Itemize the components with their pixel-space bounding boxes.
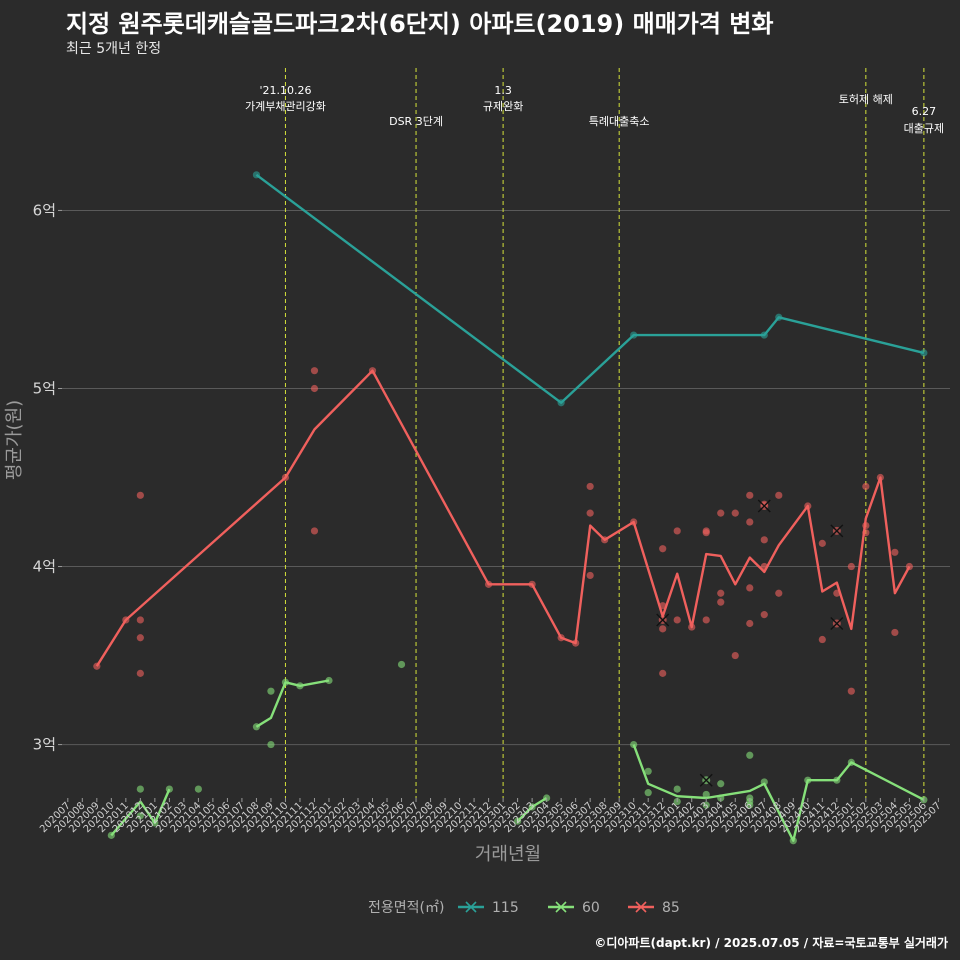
data-point-60 xyxy=(194,785,202,793)
data-point-85 xyxy=(862,482,870,491)
legend-key-cross-85 xyxy=(635,901,647,913)
data-point-85 xyxy=(586,509,594,517)
data-point-85 xyxy=(586,571,594,580)
data-point-85 xyxy=(746,518,754,526)
data-point-85 xyxy=(310,367,319,375)
data-point-60 xyxy=(673,785,681,793)
chart-title: 지정 원주롯데캐슬골드파크2차(6단지) 아파트(2019) 매매가격 변화 xyxy=(66,10,774,38)
data-point-85 xyxy=(818,635,826,644)
cancelled-marker-85 xyxy=(757,499,771,513)
data-point-85 xyxy=(659,625,667,633)
legend-title: 전용면적(㎡) xyxy=(368,900,444,916)
y-axis-label: 평균가(원) xyxy=(4,400,25,480)
data-point-85 xyxy=(847,562,855,571)
series-line-60 xyxy=(255,679,330,728)
data-point-85 xyxy=(891,628,899,637)
series-line-60 xyxy=(632,744,925,842)
data-point-85 xyxy=(136,634,144,642)
x-axis-label: 거래년월 xyxy=(475,844,541,865)
event-label: 특례대출축소 xyxy=(589,115,650,128)
data-point-60 xyxy=(644,767,652,775)
data-point-60 xyxy=(644,789,652,797)
data-point-85 xyxy=(586,482,594,491)
source-caption: ©디아파트(dapt.kr) / 2025.07.05 / 자료=국토교통부 실… xyxy=(594,936,948,950)
data-point-60 xyxy=(267,740,275,749)
data-point-85 xyxy=(746,619,754,628)
legend: 전용면적(㎡) 115 60 85 xyxy=(368,900,680,916)
grid-lines xyxy=(62,209,950,746)
data-point-85 xyxy=(136,491,144,499)
data-point-60 xyxy=(136,812,144,820)
event-label: 6.27 xyxy=(912,105,937,118)
data-point-85 xyxy=(673,527,681,535)
data-point-85 xyxy=(775,491,783,499)
series-line-115 xyxy=(255,173,925,404)
series-line-60 xyxy=(516,796,548,822)
cancelled-marker-85 xyxy=(830,524,844,538)
data-point-85 xyxy=(136,669,144,677)
data-point-85 xyxy=(717,598,725,606)
data-point-85 xyxy=(702,529,710,537)
event-label: DSR 3단계 xyxy=(389,115,443,128)
series-layer xyxy=(93,171,928,845)
data-point-85 xyxy=(746,491,754,499)
series-line-85 xyxy=(95,369,911,667)
event-label: 대출규제 xyxy=(904,122,944,135)
x-axis: 2020072020082020092020102020112020122021… xyxy=(38,798,944,835)
data-point-85 xyxy=(731,509,739,517)
data-point-85 xyxy=(775,589,783,597)
data-point-60 xyxy=(136,785,144,793)
y-tick-label: 3억 xyxy=(33,736,56,754)
y-tick-label: 4억 xyxy=(33,558,56,576)
data-point-85 xyxy=(746,584,754,592)
data-point-85 xyxy=(310,384,319,393)
data-point-85 xyxy=(717,589,725,597)
legend-key-cross-60 xyxy=(555,901,567,913)
data-point-85 xyxy=(310,527,319,535)
data-point-85 xyxy=(136,616,144,624)
data-point-60 xyxy=(267,687,275,695)
data-point-85 xyxy=(760,611,768,619)
legend-label-60: 60 xyxy=(582,900,600,916)
data-point-85 xyxy=(891,548,899,556)
data-point-85 xyxy=(818,539,826,547)
data-point-85 xyxy=(760,536,768,544)
data-point-85 xyxy=(847,687,855,695)
cancelled-marker-60 xyxy=(699,773,713,787)
legend-label-115: 115 xyxy=(492,900,519,916)
event-label: 토허제 해제 xyxy=(839,92,893,106)
event-label: 규제완화 xyxy=(483,100,523,113)
data-point-85 xyxy=(659,669,667,677)
event-label: '21.10.26 xyxy=(259,84,311,97)
data-point-85 xyxy=(673,616,681,624)
y-axis: 3억 4억 5억 6억 xyxy=(33,201,62,754)
y-tick-label: 6억 xyxy=(33,201,56,219)
chart-subtitle: 최근 5개년 한정 xyxy=(66,41,162,57)
event-label: 가계부채관리강화 xyxy=(245,100,326,113)
data-point-85 xyxy=(702,616,710,624)
data-point-60 xyxy=(702,801,710,809)
data-point-60 xyxy=(746,751,754,759)
cancelled-marker-85 xyxy=(656,613,670,627)
legend-key-cross-115 xyxy=(465,901,477,913)
data-point-60 xyxy=(717,780,725,788)
data-point-60 xyxy=(746,801,754,809)
event-label: 1.3 xyxy=(494,84,512,97)
cancelled-marker-85 xyxy=(830,617,844,631)
y-tick-label: 5억 xyxy=(33,379,56,397)
data-point-85 xyxy=(659,545,667,553)
data-point-85 xyxy=(717,509,725,517)
series-line-60 xyxy=(110,788,171,837)
data-point-85 xyxy=(731,651,739,660)
data-point-60 xyxy=(702,790,710,799)
data-point-60 xyxy=(397,660,406,669)
legend-label-85: 85 xyxy=(662,900,680,916)
